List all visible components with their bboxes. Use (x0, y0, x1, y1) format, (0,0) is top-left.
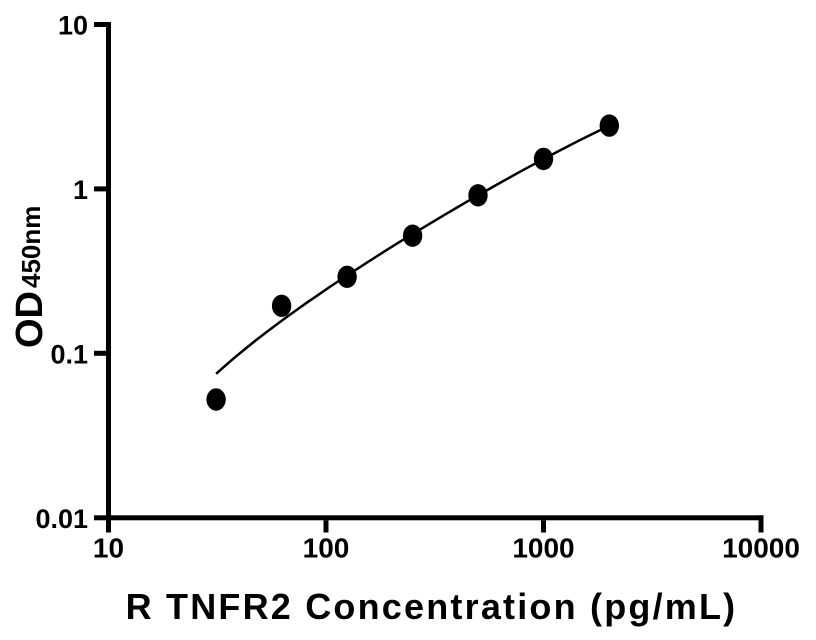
svg-text:10: 10 (58, 11, 88, 41)
svg-text:10: 10 (93, 533, 124, 564)
svg-text:0.01: 0.01 (35, 504, 88, 534)
svg-text:450nm: 450nm (16, 206, 46, 288)
svg-text:0.1: 0.1 (50, 339, 88, 369)
svg-text:1: 1 (73, 175, 88, 205)
svg-text:OD: OD (9, 291, 51, 348)
svg-text:10000: 10000 (722, 533, 800, 564)
svg-text:100: 100 (303, 533, 350, 564)
svg-text:1000: 1000 (512, 533, 574, 564)
svg-text:R TNFR2 Concentration (pg/mL): R TNFR2 Concentration (pg/mL) (126, 586, 738, 627)
